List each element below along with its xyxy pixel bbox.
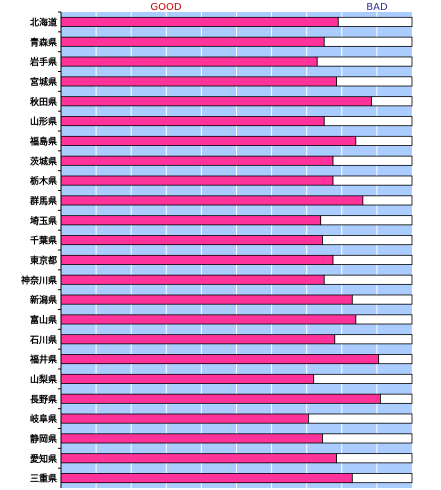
bar-good-4: [60, 96, 373, 107]
bar-good-10: [60, 215, 322, 226]
category-label: 埼玉県: [30, 215, 57, 227]
grid: [95, 12, 378, 488]
bar-bad-11: [322, 235, 413, 246]
bar-good-21: [60, 433, 323, 444]
category-label: 新潟県: [30, 294, 57, 306]
bar-bad-10: [320, 215, 413, 226]
category-label: 青森県: [30, 36, 57, 48]
bar-good-23: [60, 473, 353, 484]
bar-bad-16: [334, 334, 413, 345]
category-label: 山形県: [30, 116, 57, 128]
bar-bad-2: [316, 56, 413, 67]
category-label: 岐阜県: [30, 413, 57, 425]
category-label: 三重県: [30, 473, 57, 485]
bar-bad-6: [355, 135, 413, 146]
bar-bad-22: [336, 453, 413, 464]
bar-good-22: [60, 453, 337, 464]
bar-bad-21: [322, 433, 413, 444]
bar-good-6: [60, 135, 357, 146]
bar-good-20: [60, 413, 309, 424]
bar-bad-0: [337, 16, 413, 27]
category-label: 愛知県: [30, 453, 57, 465]
bar-good-3: [60, 76, 337, 87]
bar-bad-12: [332, 254, 413, 265]
category-label: 栃木県: [30, 175, 57, 187]
bar-bad-1: [323, 36, 413, 47]
bar-good-18: [60, 373, 315, 384]
bar-bad-17: [378, 354, 413, 365]
category-label: 岩手県: [29, 56, 57, 68]
category-label: 群馬県: [29, 195, 57, 207]
bar-bad-5: [323, 116, 413, 127]
bar-good-15: [60, 314, 357, 325]
good-label: GOOD: [150, 2, 181, 13]
category-labels: 北海道青森県岩手県宮城県秋田県山形県福島県茨城県栃木県群馬県埼玉県千葉県東京都神…: [21, 11, 61, 485]
bar-good-14: [60, 294, 353, 305]
bar-bad-23: [351, 473, 413, 484]
bar-good-17: [60, 354, 380, 365]
bar-bad-8: [332, 175, 413, 186]
bar-bad-20: [308, 413, 413, 424]
category-label: 静岡県: [30, 433, 57, 445]
bar-good-7: [60, 155, 334, 166]
bar-bad-18: [313, 373, 413, 384]
bar-good-0: [60, 16, 339, 27]
bar-good-8: [60, 175, 334, 186]
bar-good-2: [60, 56, 318, 67]
bar-good-1: [60, 36, 325, 47]
bar-good-11: [60, 235, 323, 246]
bar-bad-15: [355, 314, 413, 325]
bar-bad-9: [362, 195, 413, 206]
bar-bad-4: [371, 96, 413, 107]
category-label: 富山県: [30, 314, 57, 326]
bar-bad-7: [332, 155, 413, 166]
bad-label: BAD: [366, 2, 388, 13]
bar-good-16: [60, 334, 336, 345]
bar-good-9: [60, 195, 364, 206]
category-label: 千葉県: [30, 235, 57, 247]
category-label: 福井県: [29, 354, 57, 366]
category-label: 秋田県: [29, 96, 57, 108]
bar-good-13: [60, 274, 325, 285]
category-label: 茨城県: [30, 155, 57, 167]
bar-good-19: [60, 393, 381, 404]
category-label: 神奈川県: [21, 274, 57, 286]
category-label: 長野県: [30, 394, 57, 405]
category-label: 山梨県: [30, 373, 57, 385]
bar-bad-13: [323, 274, 413, 285]
category-label: 石川県: [29, 335, 57, 346]
bar-bad-3: [336, 76, 413, 87]
bar-bad-19: [380, 393, 413, 404]
bar-good-5: [60, 116, 325, 127]
category-label: 宮城県: [30, 76, 57, 88]
bar-bad-14: [351, 294, 413, 305]
bar-good-12: [60, 254, 334, 265]
category-label: 北海道: [30, 16, 57, 28]
category-label: 福島県: [29, 135, 57, 147]
category-label: 東京都: [30, 254, 57, 266]
